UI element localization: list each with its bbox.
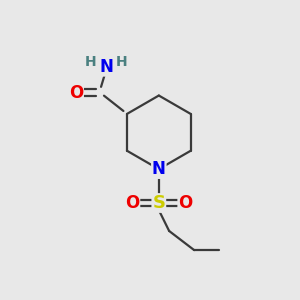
Text: H: H: [85, 56, 97, 69]
Text: N: N: [152, 160, 166, 178]
Text: S: S: [152, 194, 165, 212]
Text: O: O: [69, 84, 83, 102]
Text: O: O: [178, 194, 193, 212]
Text: N: N: [99, 58, 113, 76]
Text: H: H: [115, 56, 127, 69]
Text: O: O: [125, 194, 140, 212]
